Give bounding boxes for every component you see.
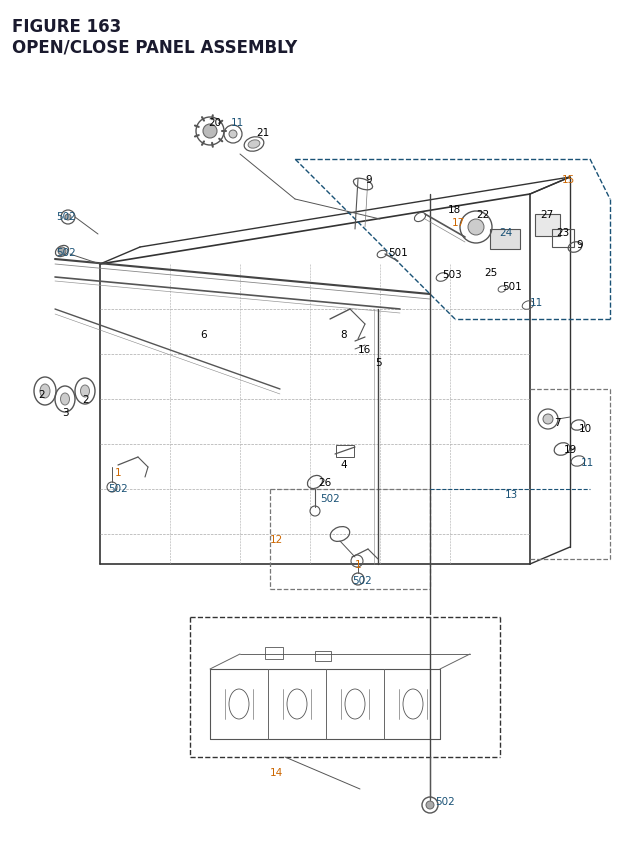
Text: 501: 501 <box>388 248 408 257</box>
Text: 1: 1 <box>115 468 122 478</box>
Text: 9: 9 <box>365 175 372 185</box>
Circle shape <box>65 214 71 220</box>
Text: 502: 502 <box>56 212 76 222</box>
Text: 502: 502 <box>435 796 455 806</box>
Text: 24: 24 <box>499 228 512 238</box>
Circle shape <box>426 801 434 809</box>
Text: 7: 7 <box>554 418 561 428</box>
Text: 23: 23 <box>556 228 569 238</box>
Text: 502: 502 <box>352 575 372 585</box>
Text: 5: 5 <box>375 357 381 368</box>
Text: 27: 27 <box>540 210 553 220</box>
Bar <box>315 651 331 661</box>
Text: FIGURE 163: FIGURE 163 <box>12 18 121 36</box>
Text: 22: 22 <box>476 210 489 220</box>
Text: 2: 2 <box>38 389 45 400</box>
Text: 13: 13 <box>505 489 518 499</box>
Text: 4: 4 <box>340 460 347 469</box>
Bar <box>336 445 354 457</box>
Text: 10: 10 <box>579 424 592 433</box>
Text: 502: 502 <box>108 483 128 493</box>
Text: 14: 14 <box>270 767 284 777</box>
Text: 16: 16 <box>358 344 371 355</box>
Text: 11: 11 <box>231 118 244 127</box>
Text: 17: 17 <box>452 218 465 228</box>
Text: 2: 2 <box>82 394 88 405</box>
Bar <box>535 214 560 237</box>
Text: 502: 502 <box>56 248 76 257</box>
Text: 25: 25 <box>484 268 497 278</box>
Circle shape <box>203 125 217 139</box>
Text: OPEN/CLOSE PANEL ASSEMBLY: OPEN/CLOSE PANEL ASSEMBLY <box>12 38 297 56</box>
Text: 26: 26 <box>318 478 332 487</box>
Bar <box>490 230 520 250</box>
Bar <box>265 647 283 660</box>
Text: 12: 12 <box>270 535 284 544</box>
Text: 3: 3 <box>62 407 68 418</box>
Text: 20: 20 <box>208 118 221 127</box>
Text: 503: 503 <box>442 269 461 280</box>
Ellipse shape <box>248 140 260 149</box>
Text: 9: 9 <box>576 239 582 250</box>
Ellipse shape <box>81 386 90 398</box>
Text: 15: 15 <box>562 175 575 185</box>
Ellipse shape <box>40 385 50 399</box>
Text: 502: 502 <box>320 493 340 504</box>
Circle shape <box>543 414 553 424</box>
Text: 1: 1 <box>355 560 362 569</box>
Text: 8: 8 <box>340 330 347 339</box>
Circle shape <box>468 220 484 236</box>
Text: 19: 19 <box>564 444 577 455</box>
Text: 18: 18 <box>448 205 461 214</box>
Text: 21: 21 <box>256 127 269 138</box>
Text: 6: 6 <box>200 330 207 339</box>
Ellipse shape <box>61 393 70 406</box>
Circle shape <box>229 131 237 139</box>
Bar <box>552 230 574 248</box>
Circle shape <box>58 248 66 256</box>
Text: 11: 11 <box>581 457 595 468</box>
Text: 11: 11 <box>530 298 543 307</box>
Text: 501: 501 <box>502 282 522 292</box>
